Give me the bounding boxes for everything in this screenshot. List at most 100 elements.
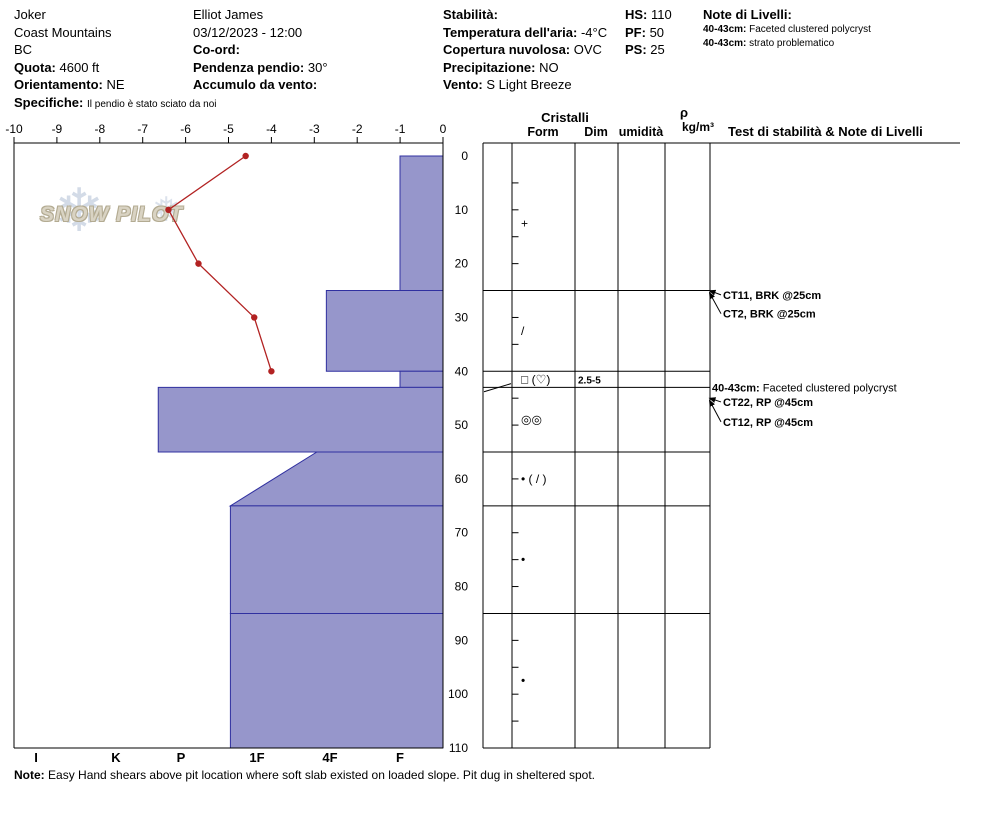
depth-axis-label: 50 (455, 418, 469, 432)
observer-name: Elliot James (193, 7, 264, 22)
header-location-column: Joker Coast Mountains BC Quota: 4600 ft … (14, 6, 217, 113)
crystal-form-symbol: • (521, 553, 525, 567)
hardness-axis-label: K (111, 750, 121, 765)
depth-axis-label: 10 (455, 203, 469, 217)
pf-value: 50 (649, 24, 665, 40)
elevation: Quota: 4600 ft (14, 59, 217, 77)
snow-layer-bar-4 (228, 451, 444, 507)
footer-note-text: Easy Hand shears above pit location wher… (48, 768, 596, 782)
temperature-point (195, 260, 202, 267)
header-layer-notes-column: Note di Livelli: 40-43cm: Faceted cluste… (703, 6, 871, 50)
ps-value: 25 (650, 42, 665, 57)
layer-note-text: strato problematico (749, 37, 835, 49)
precipitation-value: NO (539, 59, 559, 75)
snow-layer-bar-2 (399, 370, 444, 388)
stability-test-arrow (709, 291, 722, 314)
temp-axis-tick-label: -2 (352, 122, 363, 136)
stability-test-arrow (709, 399, 722, 423)
slope-angle: Pendenza pendio: 30° (193, 59, 328, 77)
footer-note: Note: Easy Hand shears above pit locatio… (14, 768, 595, 782)
ps-label: PS: (625, 42, 647, 57)
precipitation: Precipitazione: NO (443, 59, 607, 77)
depth-axis-label: 80 (455, 580, 469, 594)
aspect-value: NE (106, 77, 125, 92)
depth-axis-label: 70 (455, 526, 469, 540)
air-temperature-label: Temperatura dell'aria: (443, 24, 578, 40)
region: BC (14, 42, 33, 57)
col-header-dim: Dim (584, 125, 608, 139)
snow-layer-bar-0 (399, 155, 444, 292)
sky-cover-label: Copertura nuvolosa: (443, 42, 571, 57)
temperature-point (242, 152, 249, 160)
pit-name: Joker (14, 7, 46, 22)
wind-value: S Light Breeze (486, 77, 572, 92)
col-header-rho: ρ (680, 105, 688, 120)
temp-axis-tick-label: -8 (94, 122, 105, 136)
crystal-form-symbol: / (521, 324, 525, 338)
crystal-form-symbol: □ (♡) (521, 372, 550, 386)
hardness-axis-label: 1F (249, 750, 264, 765)
col-header-tests: Test di stabilità & Note di Livelli (728, 124, 923, 139)
header-depths-column: HS: 110 PF: 50 PS: 25 (625, 6, 672, 59)
col-header-humidity: umidità (619, 125, 663, 139)
coordinates-label: Co-ord: (193, 42, 240, 57)
temperature-line (167, 155, 273, 372)
col-header-form: Form (527, 125, 558, 139)
temp-axis-tick-label: -3 (309, 122, 320, 136)
hs-value: 110 (651, 7, 672, 22)
hs-label: HS: (625, 7, 648, 22)
elevation-label: Quota: (14, 59, 56, 75)
sky-cover: Copertura nuvolosa: OVC (443, 41, 607, 59)
depth-axis-label: 100 (448, 687, 468, 701)
layer-note-text: Faceted clustered polycryst (749, 24, 871, 35)
date-time: 03/12/2023 - 12:00 (193, 24, 303, 40)
snow-layer-bar-1 (325, 290, 444, 372)
temp-axis-tick-label: -4 (266, 122, 277, 136)
layer-note-annotation: 40-43cm: Faceted clustered polycryst (712, 382, 897, 394)
depth-axis-label: 110 (449, 741, 468, 755)
snow-layer-bar-5 (229, 505, 444, 614)
temperature-point (268, 368, 275, 375)
stability-label: Stabilità: (443, 7, 498, 22)
slope-angle-label: Pendenza pendio: (193, 59, 305, 75)
crystal-form-symbol: • ( / ) (521, 472, 547, 486)
hardness-axis-label: I (34, 750, 38, 765)
layer-note-range: 40-43cm: (703, 24, 747, 35)
crystal-form-symbol: + (521, 216, 528, 230)
stability-test-label: CT11, BRK @25cm (723, 290, 821, 302)
note-leader-line (483, 383, 512, 393)
ps-depth: PS: 25 (625, 41, 672, 59)
air-temperature-value: -4°C (580, 24, 608, 40)
temp-axis-tick-label: -10 (5, 122, 23, 136)
wind-loading-label: Accumulo da vento: (193, 77, 318, 92)
crystal-form-symbol: ◎◎ (521, 413, 542, 427)
depth-axis-label: 0 (461, 149, 468, 163)
stability-test-arrow (708, 397, 722, 403)
temp-axis-tick-label: -6 (180, 122, 191, 136)
temp-axis-tick-label: -9 (52, 122, 63, 136)
sky-cover-value: OVC (573, 42, 602, 57)
air-temperature: Temperatura dell'aria: -4°C (443, 24, 607, 42)
temp-axis-tick-label: -5 (223, 122, 234, 136)
layer-note: 40-43cm: strato problematico (703, 37, 871, 51)
hardness-axis-label: 4F (322, 750, 337, 765)
snow-layer-bar-6 (229, 612, 444, 749)
stability-test-label: CT22, RP @45cm (723, 397, 813, 409)
depth-axis-label: 20 (455, 257, 469, 271)
stability-test-label: CT2, BRK @25cm (723, 309, 816, 321)
depth-axis-label: 60 (455, 472, 469, 486)
comments-label: Specifiche: (14, 94, 84, 110)
comments-value: Il pendio è stato sciato da noi (86, 98, 217, 110)
header-weather-column: Stabilità: Temperatura dell'aria: -4°C C… (443, 6, 607, 94)
aspect: Orientamento: NE (14, 76, 217, 94)
layer-note: 40-43cm: Faceted clustered polycryst (703, 23, 871, 37)
snow-layer-bar-3 (157, 386, 444, 453)
crystal-form-symbol: • (521, 674, 525, 688)
layer-note-range: 40-43cm: (703, 37, 747, 49)
col-header-rho-unit: kg/m³ (682, 120, 714, 134)
layer-notes-title: Note di Livelli: (703, 7, 792, 22)
wind: Vento: S Light Breeze (443, 76, 607, 94)
footer-note-label: Note: (14, 768, 45, 782)
stability-test-arrow (708, 289, 722, 296)
